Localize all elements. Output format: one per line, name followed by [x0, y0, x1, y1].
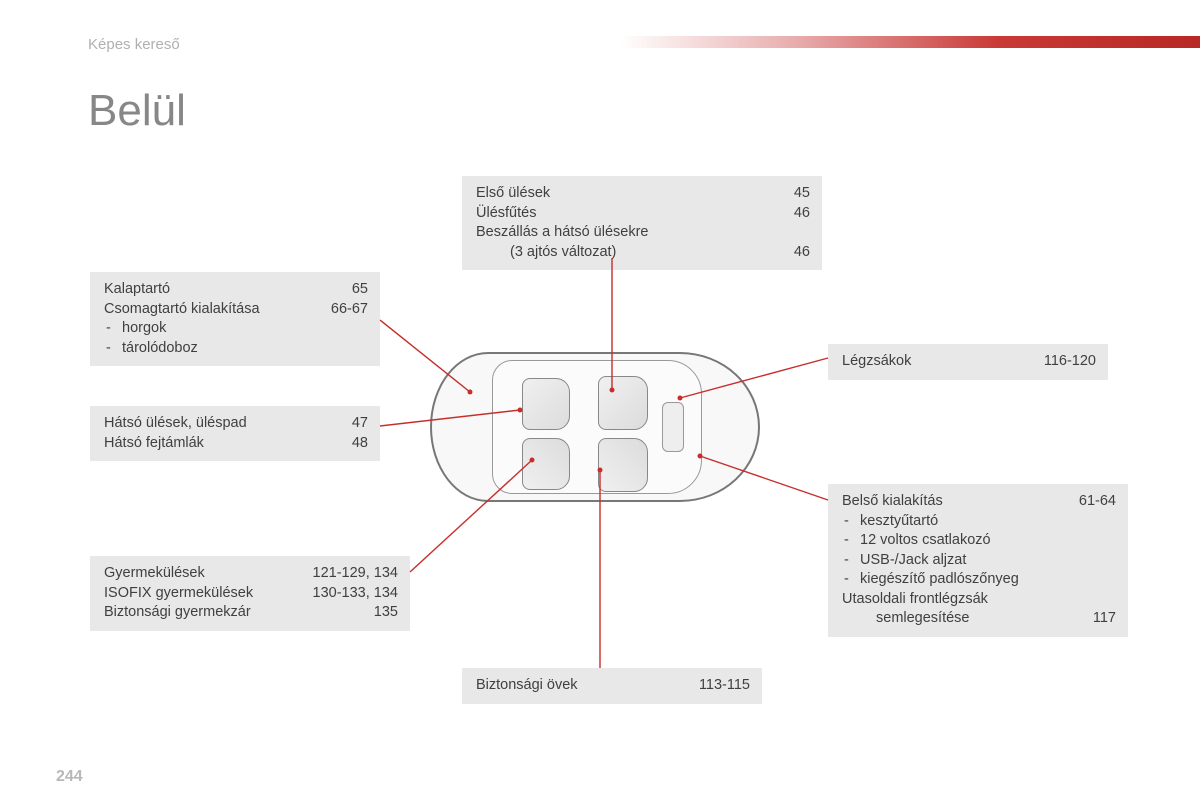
- label: Hátsó fejtámlák: [104, 434, 204, 454]
- car-top-view-illustration: [430, 342, 760, 512]
- page-ref: 47: [352, 414, 368, 434]
- label: (3 ajtós változat): [476, 243, 616, 263]
- page-ref: 45: [794, 184, 810, 204]
- section-header: Képes kereső: [88, 36, 180, 53]
- sub-item: kiegészítő padlószőnyeg: [842, 570, 1116, 590]
- header-accent-bar: [620, 36, 1200, 48]
- page-ref: 113-115: [699, 676, 750, 696]
- callout-rear-seats: Hátsó ülések, üléspad 47 Hátsó fejtámlák 4…: [90, 406, 380, 461]
- page-ref: 65: [352, 280, 368, 300]
- label: Beszállás a hátsó ülésekre: [476, 224, 649, 240]
- page-ref: 48: [352, 434, 368, 454]
- label: Csomagtartó kialakítása: [104, 300, 260, 320]
- callout-safety-belts: Biztonsági övek 113-115: [462, 668, 762, 704]
- callout-front-seats: Első ülések 45 Ülésfűtés 46 Beszállás a há…: [462, 176, 822, 270]
- sub-item: 12 voltos csatlakozó: [842, 531, 1116, 551]
- page-ref: 135: [374, 603, 398, 623]
- page-ref: 46: [794, 204, 810, 224]
- sub-item: USB-/Jack aljzat: [842, 551, 1116, 571]
- label: Belső kialakítás: [842, 492, 943, 512]
- label: Ülésfűtés: [476, 204, 536, 224]
- callout-interior: Belső kialakítás 61-64 kesztyűtartó 12 vo…: [828, 484, 1128, 637]
- page-ref: 117: [1093, 609, 1116, 629]
- label: Utasoldali frontlégzsák: [842, 591, 988, 607]
- label: Gyermekülések: [104, 564, 205, 584]
- page-ref: 61-64: [1079, 492, 1116, 512]
- sub-item: tárolódoboz: [104, 339, 368, 359]
- callout-airbags: Légzsákok 116-120: [828, 344, 1108, 380]
- label: Légzsákok: [842, 352, 911, 372]
- label: Kalaptartó: [104, 280, 170, 300]
- callout-trunk: Kalaptartó 65 Csomagtartó kialakítása 66-6…: [90, 272, 380, 366]
- page-ref: 130-133, 134: [313, 584, 398, 604]
- page-ref: 66-67: [331, 300, 368, 320]
- sub-item: horgok: [104, 319, 368, 339]
- page-ref: 121-129, 134: [313, 564, 398, 584]
- label: ISOFIX gyermekülések: [104, 584, 253, 604]
- label: Első ülések: [476, 184, 550, 204]
- label: Hátsó ülések, üléspad: [104, 414, 247, 434]
- label: Biztonsági övek: [476, 676, 578, 696]
- page-ref: 116-120: [1044, 352, 1096, 372]
- label: semlegesítése: [842, 609, 970, 629]
- page-number: 244: [56, 768, 83, 786]
- callout-child-seats: Gyermekülések 121-129, 134 ISOFIX gyermek…: [90, 556, 410, 631]
- page-title: Belül: [88, 86, 186, 136]
- label: Biztonsági gyermekzár: [104, 603, 251, 623]
- page-ref: 46: [794, 243, 810, 263]
- sub-item: kesztyűtartó: [842, 512, 1116, 532]
